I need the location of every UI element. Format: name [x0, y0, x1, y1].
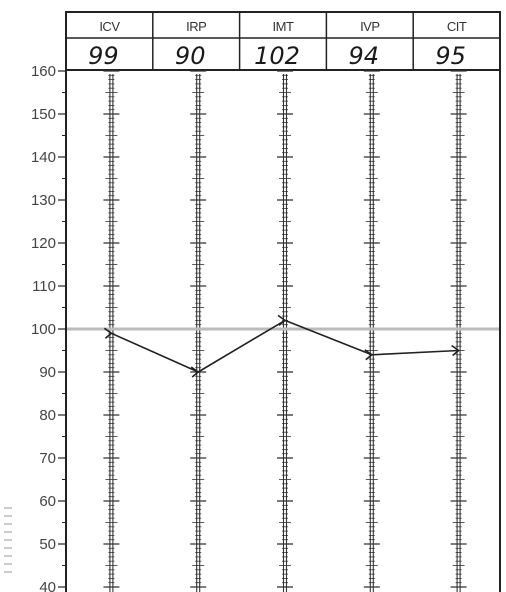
y-tick-label: 40 — [39, 579, 56, 592]
header-label-imt: IMT — [273, 19, 294, 34]
score-label-ivp: 94 — [349, 42, 380, 70]
score-label-icv: 99 — [88, 42, 119, 70]
y-tick-label: 110 — [32, 278, 56, 295]
header-label-irp: IRP — [186, 19, 206, 34]
y-tick-label: 160 — [31, 63, 56, 80]
y-tick-label: 100 — [31, 321, 56, 338]
y-tick-label: 130 — [31, 192, 56, 209]
y-tick-label: 80 — [39, 407, 56, 424]
y-tick-label: 150 — [31, 106, 56, 123]
data-point-irp — [190, 366, 200, 378]
margin-ruler — [4, 507, 12, 573]
scale-column-irp — [190, 70, 207, 592]
scale-column-ivp — [363, 70, 380, 592]
y-axis: 40 50 60 70 80 90 100 110 120 130 140 150 160 — [31, 63, 66, 592]
series-layer — [103, 314, 460, 378]
data-point-ivp — [364, 349, 374, 361]
y-tick-label: 120 — [31, 235, 56, 252]
plot-area: 40 50 60 70 80 90 100 110 120 130 140 150 160 — [31, 63, 501, 592]
scale-column-icv — [103, 70, 120, 592]
scale-column-imt — [277, 70, 293, 592]
data-point-imt — [277, 314, 287, 327]
header-label-cit: CIT — [447, 19, 467, 34]
header-table: ICV 99 IRP 90 IMT 102 IVP 94 CIT 95 — [65, 11, 501, 71]
y-tick-label: 70 — [39, 450, 56, 467]
data-point-cit — [451, 344, 460, 357]
score-label-imt: 102 — [254, 42, 300, 70]
score-label-cit: 95 — [435, 42, 466, 70]
y-tick-label: 140 — [31, 149, 56, 166]
y-tick-label: 60 — [39, 493, 56, 510]
y-tick-label: 50 — [39, 536, 56, 553]
data-point-icv — [103, 327, 113, 339]
header-label-icv: ICV — [99, 19, 120, 34]
header-frame — [65, 11, 501, 71]
score-label-irp: 90 — [175, 42, 206, 70]
y-tick-label: 90 — [39, 364, 56, 381]
scale-column-cit — [450, 70, 467, 592]
scale-columns — [103, 70, 467, 592]
header-label-ivp: IVP — [360, 19, 379, 34]
